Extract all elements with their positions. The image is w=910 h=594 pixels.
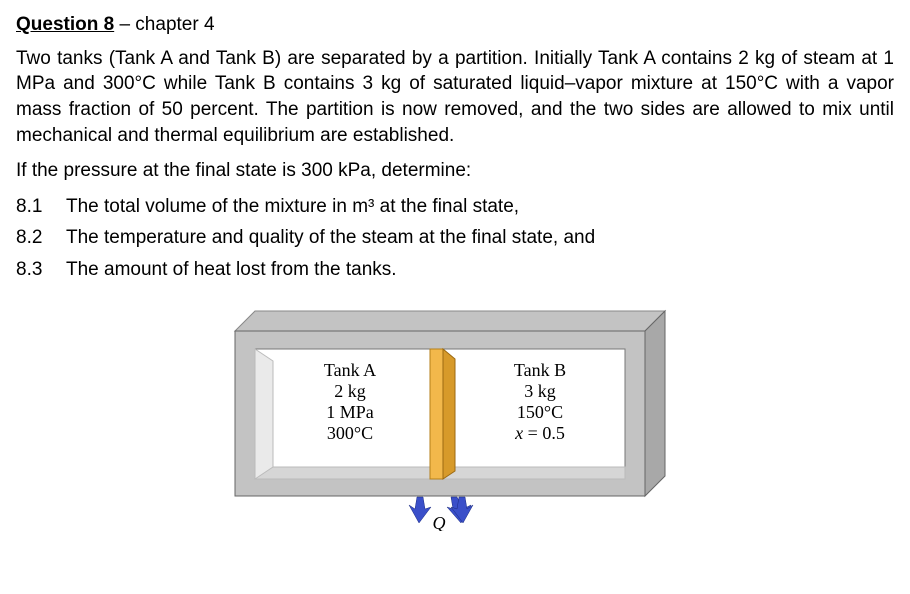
tank-a-labels: Tank A 2 kg 1 MPa 300°C — [324, 360, 376, 443]
tank-a-title: Tank A — [324, 360, 376, 380]
subquestion-1: 8.1 The total volume of the mixture in m… — [16, 194, 894, 220]
question-label: Question 8 — [16, 14, 114, 35]
paragraph-1: Two tanks (Tank A and Tank B) are separa… — [16, 46, 894, 149]
chapter-label: – chapter 4 — [114, 14, 214, 35]
inner-left-edge — [255, 349, 273, 479]
partition-front — [430, 349, 443, 479]
tank-b-l1: 3 kg — [524, 381, 556, 401]
subq-num-1: 8.1 — [16, 194, 66, 220]
tank-b-labels: Tank B 3 kg 150°C x = 0.5 — [514, 360, 566, 443]
tank-a-l3: 300°C — [327, 423, 373, 443]
tank-b-title: Tank B — [514, 360, 566, 380]
tank-b-l3: x = 0.5 — [514, 423, 565, 443]
tanks-diagram: Tank A 2 kg 1 MPa 300°C Tank B 3 kg 150°… — [225, 301, 685, 531]
box-top-face — [235, 311, 665, 331]
tank-a-l1: 2 kg — [334, 381, 366, 401]
box-right-face — [645, 311, 665, 496]
partition-side — [443, 349, 455, 479]
subq-text-1: The total volume of the mixture in m³ at… — [66, 194, 519, 220]
paragraph-2: If the pressure at the final state is 30… — [16, 158, 894, 184]
tank-a-l2: 1 MPa — [326, 402, 374, 422]
subq-text-3: The amount of heat lost from the tanks. — [66, 257, 397, 283]
subq-text-2: The temperature and quality of the steam… — [66, 225, 595, 251]
subquestion-2: 8.2 The temperature and quality of the s… — [16, 225, 894, 251]
question-header: Question 8 – chapter 4 — [16, 12, 894, 38]
subquestion-3: 8.3 The amount of heat lost from the tan… — [16, 257, 894, 283]
q-label: Q — [433, 513, 446, 531]
tank-b-l2: 150°C — [517, 402, 563, 422]
subq-num-2: 8.2 — [16, 225, 66, 251]
arrow-left — [409, 497, 431, 523]
subq-num-3: 8.3 — [16, 257, 66, 283]
